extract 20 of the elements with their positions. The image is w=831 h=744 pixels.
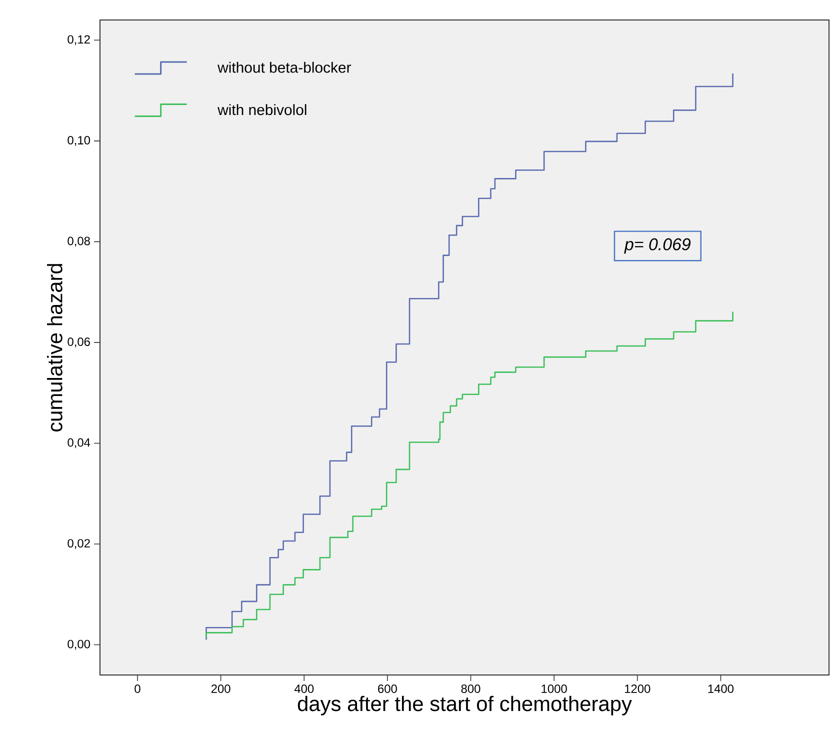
y-tick-label: 0,08 xyxy=(68,236,90,247)
y-tick-label: 0,10 xyxy=(68,136,90,146)
x-tick-label: 1000 xyxy=(542,684,567,693)
annotation: p= 0.069 xyxy=(624,238,691,254)
legend-label: without beta-blocker xyxy=(218,62,352,73)
y-tick-label: 0,04 xyxy=(68,438,90,448)
y-axis-title: cumulative hazard xyxy=(47,264,62,432)
y-tick-label: 0,12 xyxy=(68,35,90,46)
x-tick-label: 1400 xyxy=(708,684,734,693)
y-tick-label: 0,06 xyxy=(68,338,90,348)
x-axis-title: days after the start of chemotherapy xyxy=(298,696,632,716)
x-tick-label: 200 xyxy=(211,684,230,693)
x-tick-label: 600 xyxy=(378,684,397,693)
x-tick-label: 800 xyxy=(461,684,480,693)
y-tick-label: 0,00 xyxy=(68,640,90,650)
x-tick-label: 1200 xyxy=(624,684,650,693)
x-tick-label: 0 xyxy=(134,684,140,693)
legend-label: with nebivolol xyxy=(218,104,306,116)
x-tick-label: 400 xyxy=(294,684,314,693)
y-tick-label: 0,02 xyxy=(68,539,90,549)
